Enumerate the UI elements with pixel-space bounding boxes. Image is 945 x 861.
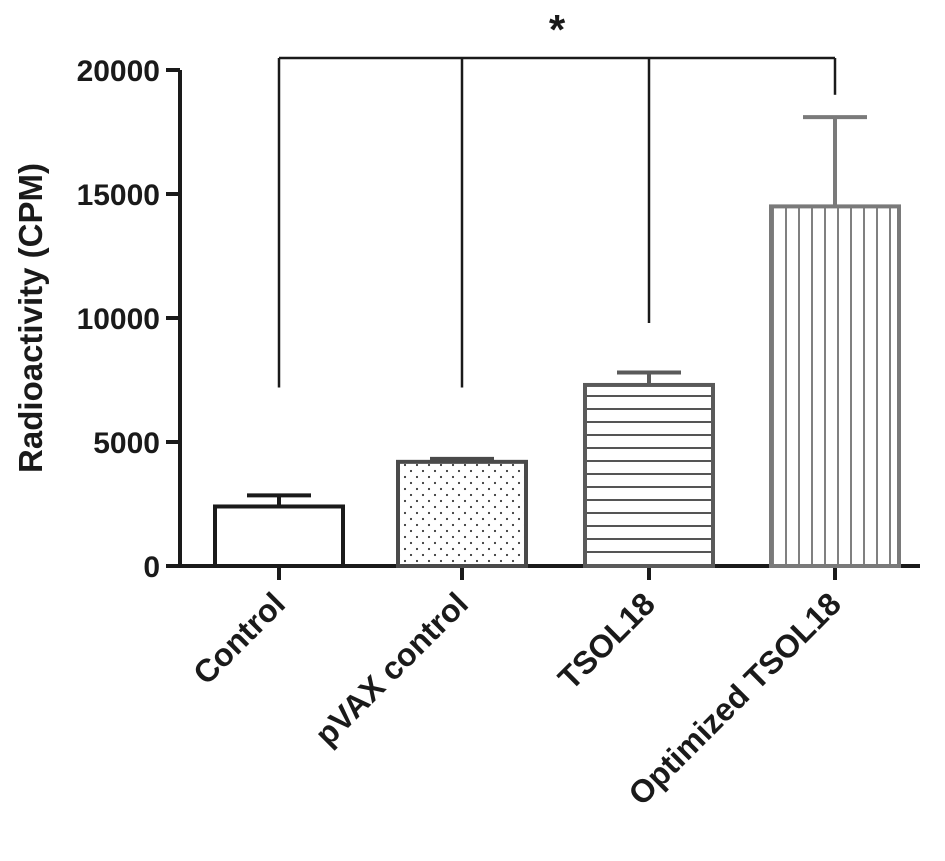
x-tick-label: TSOL18: [551, 585, 662, 696]
significance-star: *: [549, 6, 566, 53]
y-axis-title: Radioactivity (CPM): [12, 163, 49, 473]
bars: [213, 204, 901, 569]
error-bars: [247, 115, 867, 507]
y-tick-label: 5000: [93, 427, 160, 460]
x-tick-label: Control: [186, 585, 292, 691]
bar: [769, 204, 901, 568]
y-tick-label: 20000: [77, 55, 160, 88]
x-tick-label: pVAX control: [308, 585, 475, 752]
y-tick-label: 0: [143, 551, 160, 584]
error-bar: [617, 370, 681, 385]
error-bar: [430, 456, 494, 462]
y-tick-label: 10000: [77, 303, 160, 336]
y-tick-label: 15000: [77, 179, 160, 212]
bar: [213, 504, 345, 569]
y-axis: 0 5000 10000 15000 20000: [77, 55, 182, 584]
bar: [583, 382, 715, 568]
significance-bracket: *: [277, 6, 837, 388]
error-bar: [803, 115, 867, 207]
bar: [396, 459, 528, 568]
error-bar: [247, 493, 311, 507]
x-tick-label: Optimized TSOL18: [621, 585, 848, 812]
